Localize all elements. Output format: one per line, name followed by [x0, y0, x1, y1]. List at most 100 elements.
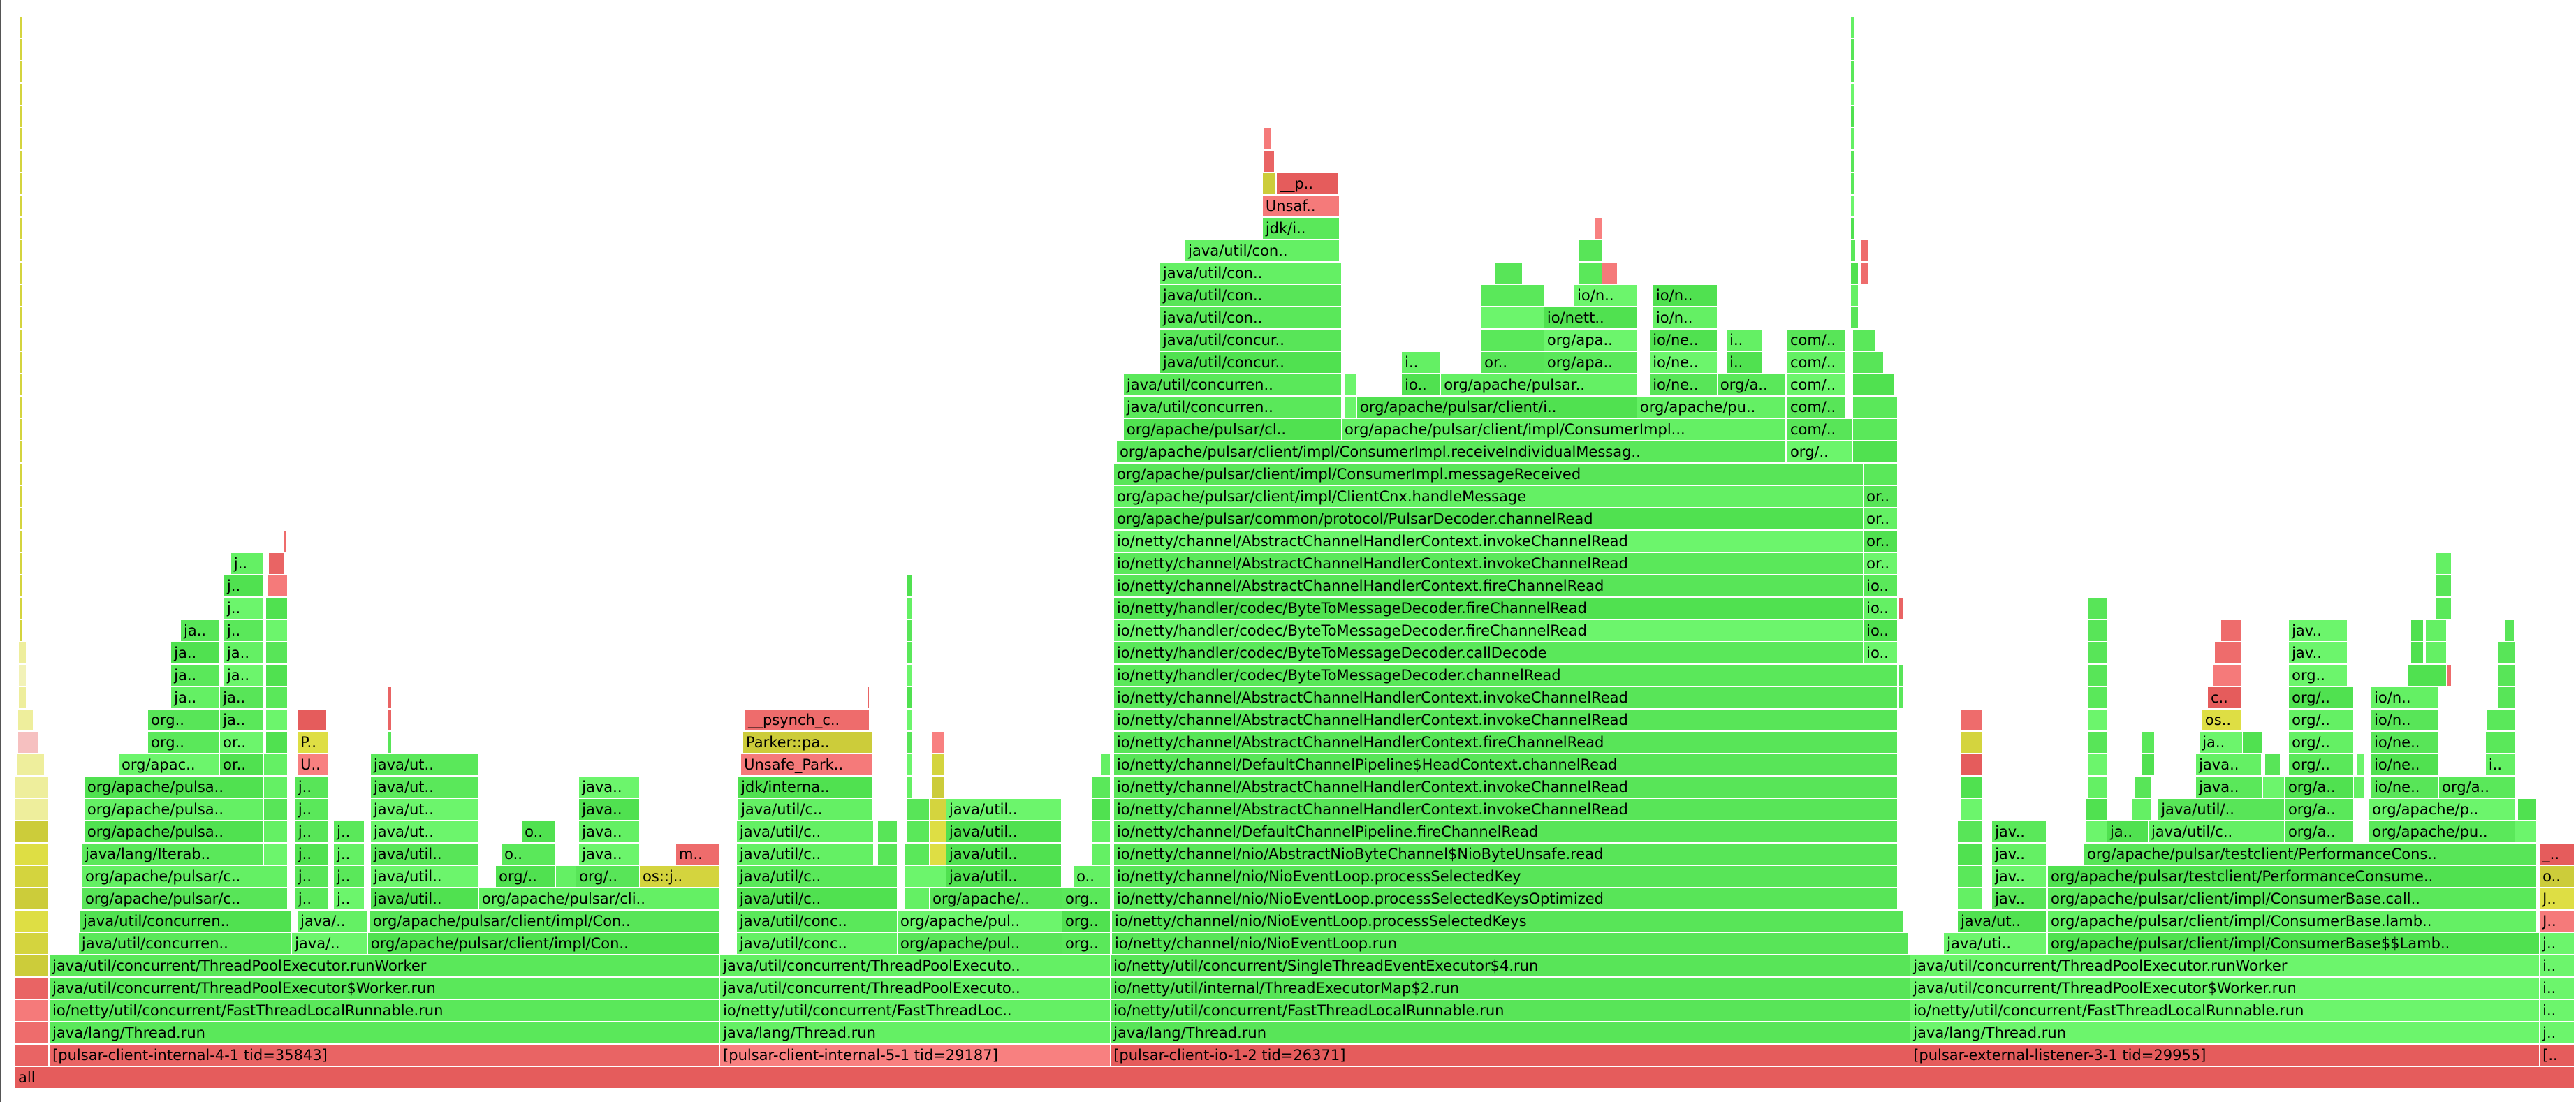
- flame-frame[interactable]: [1481, 330, 1544, 351]
- flame-frame[interactable]: java/util/concurrent/ThreadPoolExecutor.…: [50, 955, 720, 976]
- flame-frame[interactable]: [20, 307, 22, 328]
- flame-frame[interactable]: [pulsar-client-io-1-2 tid=26371]: [1111, 1045, 1910, 1066]
- flame-frame[interactable]: [907, 754, 912, 775]
- flame-frame[interactable]: jav..: [1992, 821, 2047, 842]
- flame-frame[interactable]: [15, 978, 48, 999]
- flame-frame[interactable]: [1853, 374, 1894, 395]
- flame-frame[interactable]: [284, 531, 286, 552]
- flame-frame[interactable]: i..: [2540, 1000, 2574, 1021]
- flame-frame[interactable]: [267, 575, 287, 596]
- flame-frame[interactable]: io/netty/channel/AbstractChannelHandlerC…: [1113, 732, 1898, 753]
- flame-frame[interactable]: ja..: [220, 687, 264, 708]
- flame-frame[interactable]: j..: [2540, 933, 2574, 954]
- flame-frame[interactable]: ja..: [181, 620, 220, 641]
- flame-frame[interactable]: [1853, 352, 1884, 373]
- flame-frame[interactable]: org/..: [2289, 732, 2354, 753]
- flame-frame[interactable]: org..: [1062, 888, 1111, 909]
- flame-frame[interactable]: j..: [334, 821, 365, 842]
- flame-frame[interactable]: ja..: [224, 642, 264, 663]
- flame-frame[interactable]: o..: [502, 844, 555, 865]
- flame-frame[interactable]: [15, 821, 48, 842]
- flame-frame[interactable]: [19, 642, 27, 663]
- flame-frame[interactable]: java..: [2196, 777, 2263, 798]
- flame-frame[interactable]: [1851, 173, 1854, 194]
- flame-frame[interactable]: java/ut..: [370, 777, 478, 798]
- flame-frame[interactable]: com/..: [1787, 330, 1845, 351]
- flame-frame[interactable]: j..: [295, 844, 328, 865]
- flame-frame[interactable]: [pulsar-client-internal-4-1 tid=35843]: [50, 1045, 720, 1066]
- flame-frame[interactable]: [930, 821, 946, 842]
- flame-frame[interactable]: org/apache/pulsar/client/impl/ConsumerIm…: [1116, 441, 1786, 462]
- flame-frame[interactable]: [2436, 598, 2452, 619]
- flame-frame[interactable]: or..: [220, 754, 264, 775]
- flame-frame[interactable]: java/util..: [946, 844, 1061, 865]
- flame-frame[interactable]: [1481, 307, 1544, 328]
- flame-frame[interactable]: [20, 620, 22, 641]
- flame-frame[interactable]: [907, 665, 912, 686]
- flame-frame[interactable]: [1264, 128, 1272, 149]
- flame-frame[interactable]: io/ne..: [2371, 754, 2439, 775]
- flame-frame[interactable]: org/apache/pulsar/client/impl/ConsumerIm…: [1342, 419, 1786, 440]
- flame-frame[interactable]: __p..: [1277, 173, 1338, 194]
- flame-frame[interactable]: [930, 844, 946, 865]
- flame-frame[interactable]: java/util/con..: [1185, 240, 1340, 261]
- flame-frame[interactable]: [2088, 598, 2107, 619]
- flame-frame[interactable]: java/util..: [946, 866, 1061, 887]
- flame-frame[interactable]: [1851, 128, 1854, 149]
- flame-frame[interactable]: [1851, 84, 1854, 105]
- flame-frame[interactable]: i..: [2485, 754, 2515, 775]
- flame-frame[interactable]: io/netty/channel/DefaultChannelPipeline.…: [1113, 821, 1898, 842]
- flame-frame[interactable]: java/util/c..: [736, 866, 897, 887]
- flame-frame[interactable]: jdk/i..: [1262, 218, 1340, 239]
- flame-frame[interactable]: Parker::pa..: [743, 732, 872, 753]
- flame-frame[interactable]: org/apache/pu..: [2369, 821, 2515, 842]
- flame-frame[interactable]: [1961, 732, 1983, 753]
- flame-frame[interactable]: [1851, 17, 1854, 38]
- flame-frame[interactable]: [2263, 777, 2285, 798]
- flame-frame[interactable]: [2498, 642, 2515, 663]
- flame-frame[interactable]: [1961, 710, 1983, 730]
- flame-frame[interactable]: io/netty/channel/DefaultChannelPipeline$…: [1113, 754, 1898, 775]
- flame-frame[interactable]: org/apache/pulsar/client/impl/ClientCnx.…: [1113, 486, 1864, 507]
- flame-frame[interactable]: java/lang/Thread.run: [1111, 1022, 1910, 1043]
- flame-frame[interactable]: io..: [1864, 575, 1898, 596]
- flame-frame[interactable]: [907, 687, 912, 708]
- flame-frame[interactable]: java/ut..: [370, 821, 478, 842]
- flame-frame[interactable]: [904, 844, 930, 865]
- flame-frame[interactable]: [2088, 642, 2107, 663]
- flame-frame[interactable]: i..: [2540, 978, 2574, 999]
- flame-frame[interactable]: [20, 196, 22, 216]
- flame-frame[interactable]: java/util..: [946, 821, 1061, 842]
- flame-frame[interactable]: [2485, 732, 2515, 753]
- flame-frame[interactable]: __psynch_c..: [745, 710, 870, 730]
- flame-frame[interactable]: [1344, 374, 1357, 395]
- flame-frame[interactable]: org/apache/..: [930, 888, 1062, 909]
- flame-frame[interactable]: [264, 799, 287, 820]
- flame-frame[interactable]: [1494, 263, 1523, 284]
- flame-frame[interactable]: i..: [1727, 352, 1763, 373]
- flame-frame[interactable]: org..: [2289, 665, 2348, 686]
- flame-frame[interactable]: io/netty/util/concurrent/FastThreadLoc..: [720, 1000, 1111, 1021]
- flame-frame[interactable]: java/util..: [370, 866, 478, 887]
- flame-frame[interactable]: java/util/conc..: [736, 911, 897, 932]
- flame-frame[interactable]: jav..: [2289, 620, 2348, 641]
- flame-frame[interactable]: io..: [1864, 642, 1898, 663]
- flame-frame[interactable]: [907, 620, 912, 641]
- flame-frame[interactable]: [388, 687, 391, 708]
- flame-frame[interactable]: [1957, 888, 1983, 909]
- flame-frame[interactable]: java/util/c..: [738, 799, 872, 820]
- flame-frame[interactable]: org/apache/p..: [2369, 799, 2515, 820]
- flame-frame[interactable]: org/a..: [2285, 799, 2354, 820]
- flame-frame[interactable]: [1100, 754, 1111, 775]
- flame-frame[interactable]: [15, 1045, 48, 1066]
- flame-frame[interactable]: [1851, 285, 1859, 306]
- flame-frame[interactable]: java/util/con..: [1159, 285, 1342, 306]
- flame-frame[interactable]: c..: [2207, 687, 2242, 708]
- flame-frame[interactable]: java/util/c..: [736, 888, 897, 909]
- flame-frame[interactable]: [1092, 821, 1111, 842]
- flame-frame[interactable]: io/n..: [2371, 687, 2439, 708]
- flame-frame[interactable]: io/ne..: [1650, 374, 1717, 395]
- flame-frame[interactable]: j..: [224, 598, 264, 619]
- flame-frame[interactable]: [2436, 553, 2452, 574]
- flame-frame[interactable]: [2498, 687, 2515, 708]
